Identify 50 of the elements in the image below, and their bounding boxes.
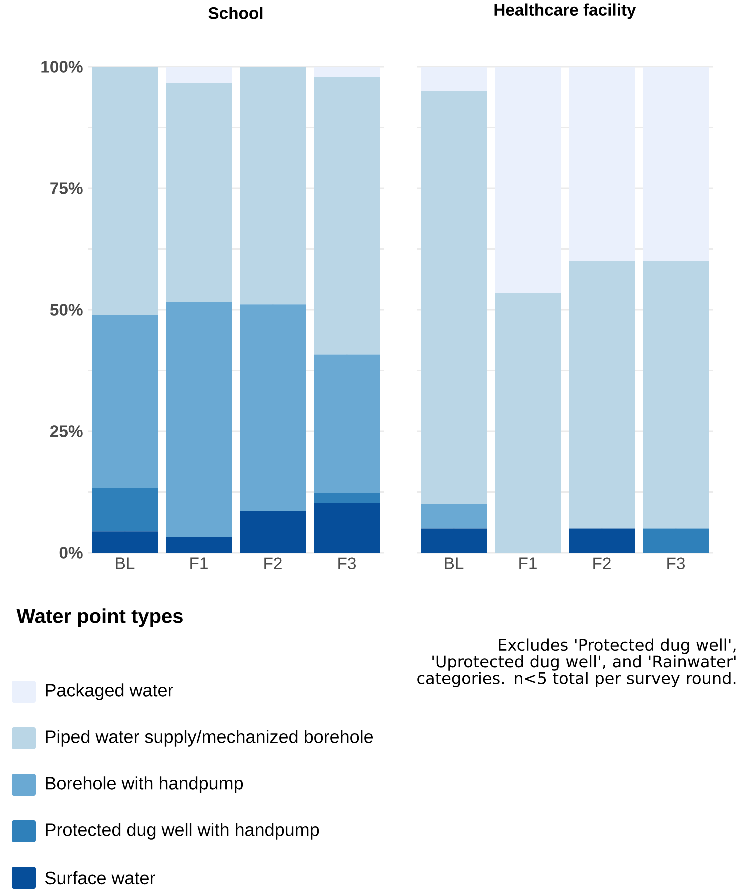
chart-title: School xyxy=(208,7,263,20)
bar xyxy=(421,66,488,92)
bar xyxy=(314,493,380,504)
x-tick-label: F1 xyxy=(190,558,208,570)
bar xyxy=(314,77,380,355)
bar xyxy=(240,66,306,305)
bar xyxy=(495,293,562,553)
bar xyxy=(421,504,488,529)
bar xyxy=(314,503,380,553)
chart-title: Healthcare facility xyxy=(494,4,636,20)
bar xyxy=(240,304,306,512)
legend-label: Borehole with handpump xyxy=(46,776,244,794)
y-tick-label: 75% xyxy=(50,182,83,194)
bar xyxy=(92,532,158,553)
bar xyxy=(421,528,488,553)
bar xyxy=(92,488,158,532)
x-tick-label: F3 xyxy=(338,558,356,570)
bar xyxy=(166,83,232,302)
bar xyxy=(92,315,158,488)
bar xyxy=(240,511,306,553)
legend-title: Water point types xyxy=(16,608,183,628)
legend-label: Protected dug well with handpump xyxy=(46,823,320,840)
x-tick-label: F2 xyxy=(594,558,611,570)
text: Excludes 'Protected dug well', 'Uprotected dug well', and 'Rainwater' categories. n<5 total per survey round. xyxy=(418,638,736,688)
y-tick-label: 50% xyxy=(50,304,83,316)
bar xyxy=(166,66,232,84)
legend-label: Piped water supply/mechanized borehole xyxy=(46,730,374,747)
bar xyxy=(643,261,709,529)
bar xyxy=(643,66,709,262)
x-tick-label: BL xyxy=(445,558,464,570)
bar xyxy=(495,66,562,294)
bar xyxy=(314,354,380,494)
bar xyxy=(643,528,709,553)
bar xyxy=(569,261,635,529)
bar xyxy=(166,302,232,537)
x-tick-label: F2 xyxy=(264,558,282,570)
bar xyxy=(92,66,158,316)
bar xyxy=(166,536,232,553)
bar xyxy=(421,91,488,504)
x-tick-label: F3 xyxy=(668,558,685,570)
legend-label: Surface water xyxy=(46,871,156,885)
x-tick-label: BL xyxy=(116,558,135,570)
legend-label: Packaged water xyxy=(46,684,174,700)
y-tick-label: 25% xyxy=(50,426,83,438)
y-tick-label: 0% xyxy=(60,547,83,559)
bar xyxy=(569,528,635,553)
y-tick-label: 100% xyxy=(42,61,83,73)
bar xyxy=(314,66,380,78)
x-tick-label: F1 xyxy=(520,558,537,570)
bar xyxy=(569,66,635,262)
